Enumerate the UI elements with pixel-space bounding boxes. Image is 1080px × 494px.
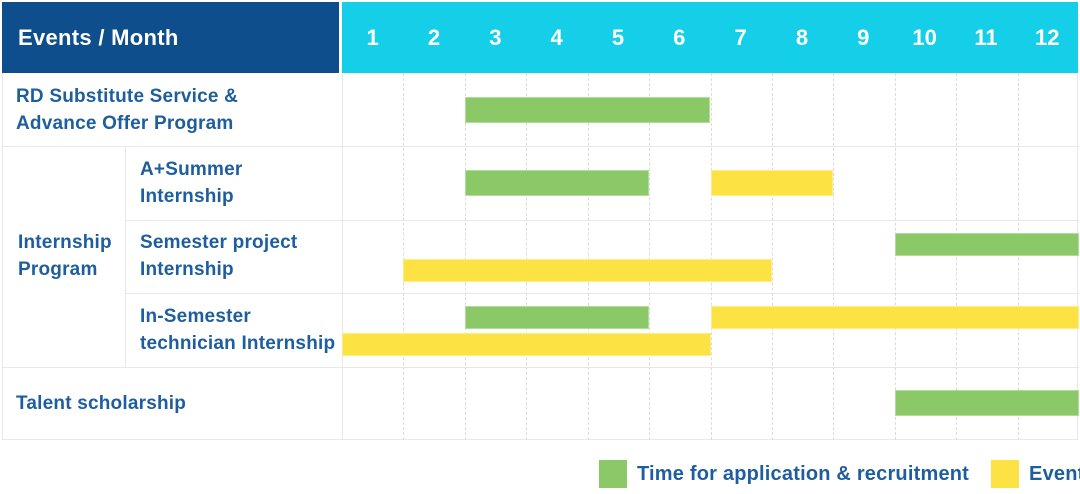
months-header: 1 2 3 4 5 6 7 8 9 10 11 12 bbox=[342, 2, 1078, 73]
row-divider bbox=[125, 219, 1079, 221]
month-header-cell: 10 bbox=[912, 24, 937, 50]
table-corner-header: Events / Month bbox=[2, 2, 339, 73]
gantt-bar-application bbox=[464, 170, 650, 197]
row-label-a-summer-internship: A+Summer Internship bbox=[125, 146, 342, 219]
corner-header-label: Events / Month bbox=[18, 24, 179, 50]
gantt-bar-events bbox=[710, 306, 1079, 330]
gantt-bar-events bbox=[342, 332, 711, 356]
group-sublabel-divider bbox=[125, 146, 126, 367]
month-gridline bbox=[833, 73, 835, 440]
gantt-bar-application bbox=[894, 232, 1079, 256]
gantt-bar-application bbox=[894, 390, 1079, 417]
legend-swatch-events bbox=[991, 460, 1020, 488]
row-label-in-semester-technician-internship: In-Semester technician Internship bbox=[125, 293, 342, 366]
row-label-line: RD Substitute Service & bbox=[16, 85, 239, 107]
gantt-bar-application bbox=[464, 306, 650, 330]
month-header-cell: 9 bbox=[857, 24, 870, 50]
month-gridline bbox=[587, 73, 589, 440]
month-gridline bbox=[649, 73, 651, 440]
month-gridline bbox=[894, 73, 896, 440]
row-label-line: Internship bbox=[140, 259, 234, 281]
row-label-talent-scholarship: Talent scholarship bbox=[3, 367, 342, 440]
month-gridline bbox=[710, 73, 712, 440]
row-divider bbox=[3, 146, 1079, 148]
month-header-cell: 8 bbox=[795, 24, 809, 50]
month-gridline bbox=[1017, 73, 1019, 440]
month-gridline bbox=[956, 73, 958, 440]
group-label-line: Internship bbox=[18, 232, 112, 254]
legend: Time for application & recruitment Event… bbox=[599, 459, 1080, 489]
month-header-cell: 7 bbox=[734, 24, 747, 50]
month-header-cell: 1 bbox=[366, 24, 379, 50]
legend-label-application: Time for application & recruitment bbox=[637, 462, 970, 485]
gantt-bar-events bbox=[403, 259, 772, 283]
month-header-cell: 6 bbox=[673, 24, 686, 50]
month-header-cell: 5 bbox=[611, 24, 625, 50]
month-header-cell: 3 bbox=[489, 24, 502, 50]
legend-label-events: Events bbox=[1029, 462, 1080, 485]
row-label-line: technician Internship bbox=[140, 332, 336, 354]
row-label-semester-project-internship: Semester project Internship bbox=[125, 220, 342, 293]
row-label-line: Internship bbox=[140, 186, 234, 208]
group-label-internship-program: Internship Program bbox=[3, 146, 125, 366]
row-divider bbox=[3, 366, 1079, 368]
group-label-line: Program bbox=[18, 259, 98, 281]
row-label-line: In-Semester bbox=[140, 305, 251, 327]
row-divider bbox=[125, 293, 1079, 295]
gantt-table: Events / Month 1 2 3 4 5 6 7 8 9 10 11 12 RD Substi… bbox=[2, 2, 1079, 440]
month-header-cell: 11 bbox=[974, 24, 998, 50]
row-label-line: Semester project bbox=[140, 232, 298, 254]
legend-swatch-application bbox=[599, 460, 627, 488]
month-gridline bbox=[403, 73, 405, 440]
chart-body: RD Substitute Service & Advance Offer Pr… bbox=[2, 73, 1079, 440]
gantt-bar-application bbox=[464, 96, 711, 123]
month-header-cell: 12 bbox=[1035, 24, 1060, 50]
month-header-cell: 2 bbox=[427, 24, 441, 50]
month-gridline bbox=[771, 73, 773, 440]
gantt-bar-events bbox=[710, 170, 834, 197]
row-label-line: Talent scholarship bbox=[16, 392, 187, 414]
month-gridline bbox=[464, 73, 466, 440]
row-label-line: A+Summer bbox=[140, 159, 243, 181]
month-gridline bbox=[526, 73, 528, 440]
row-label-line: Advance Offer Program bbox=[16, 112, 234, 134]
month-header-cell: 4 bbox=[550, 24, 563, 50]
row-label-rd-substitute-service: RD Substitute Service & Advance Offer Pr… bbox=[3, 73, 342, 146]
label-chart-divider bbox=[342, 73, 343, 440]
